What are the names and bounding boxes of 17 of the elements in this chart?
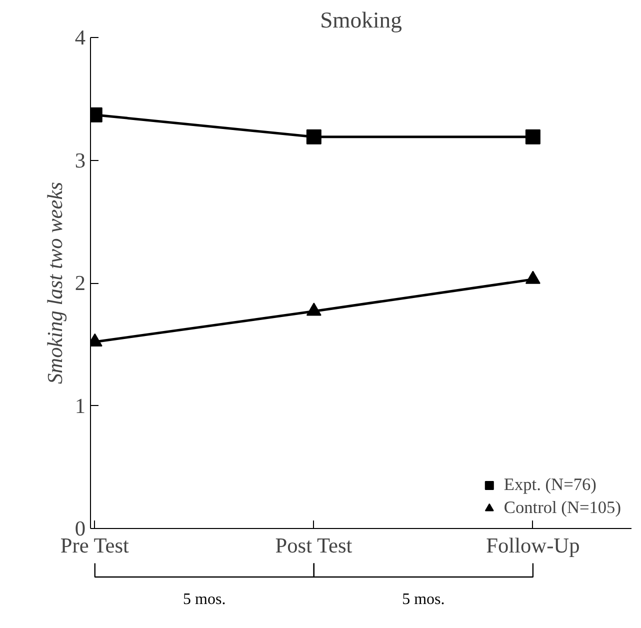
point: [525, 270, 540, 284]
legend-label: Expt. (N=76): [504, 475, 596, 495]
point: [306, 129, 322, 144]
y-tick-label: 3: [74, 148, 86, 172]
y-tick-label: 4: [74, 26, 86, 50]
point: [306, 302, 322, 316]
text: 5 mos.: [183, 590, 226, 608]
y-tick-label: 1: [74, 394, 86, 418]
chart-title: Smoking: [320, 8, 402, 32]
legend-label: Control (N=105): [504, 498, 621, 518]
x-tick-label: Follow-Up: [486, 534, 580, 558]
text: 5 mos.: [402, 590, 445, 608]
y-tick-label: 2: [74, 271, 86, 295]
point: [525, 129, 540, 144]
x-tick-label: Post Test: [275, 534, 352, 558]
y-axis-title: Smoking last two weeks: [42, 182, 67, 384]
y-tick-label: 0: [74, 516, 86, 540]
